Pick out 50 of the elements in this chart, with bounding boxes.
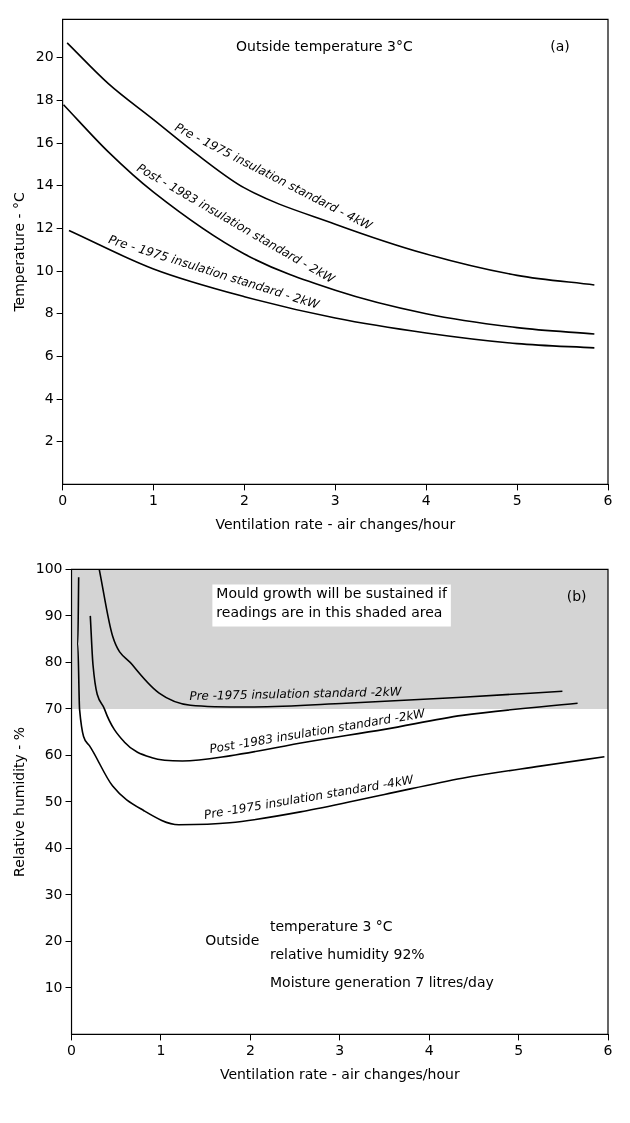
x-tick-label: 2	[239, 492, 249, 509]
y-tick-label: 18	[35, 91, 54, 108]
y-tick-label: 10	[35, 261, 54, 278]
x-tick-label: 0	[58, 492, 68, 509]
y-tick-label: 6	[44, 347, 54, 364]
y-tick-label: 70	[44, 699, 63, 716]
y-tick-label: 90	[44, 606, 63, 623]
x-tick-label: 2	[245, 1042, 255, 1059]
y-axis-title: Relative humidity - %	[11, 726, 28, 877]
x-tick-label: 4	[424, 1042, 434, 1059]
x-tick-label: 5	[514, 1042, 524, 1059]
text: Post -1983 insulation standard -2kW	[208, 706, 428, 757]
y-tick-label: 100	[35, 560, 63, 577]
x-tick-label: 6	[603, 1042, 613, 1059]
y-tick-label: 80	[44, 653, 63, 670]
y-tick-label: 60	[44, 746, 63, 763]
y-tick-label: 16	[35, 133, 54, 150]
y-tick-label: 50	[44, 792, 63, 809]
y-tick-label: 40	[44, 839, 63, 856]
y-tick-label: 20	[44, 932, 63, 949]
y-tick-label: 12	[35, 219, 54, 236]
text: Pre -1975 insulation standard -4kW	[202, 772, 416, 822]
line-series	[76, 576, 606, 826]
annotation: Outside temperature 3°C	[236, 37, 413, 54]
x-tick-label: 5	[512, 492, 522, 509]
x-axis-title: Ventilation rate - air changes/hour	[215, 516, 456, 533]
annotation: (b)	[566, 587, 587, 604]
x-tick-label: 3	[330, 492, 340, 509]
x-tick-label: 3	[335, 1042, 345, 1059]
y-tick-label: 30	[44, 885, 63, 902]
y-tick-label: 14	[35, 176, 54, 193]
x-tick-label: 1	[149, 492, 158, 509]
annotation: temperature 3 °C	[270, 918, 393, 935]
series-label: Pre -1975 insulation standard -2kW	[189, 684, 403, 703]
x-tick-label: 0	[67, 1042, 76, 1059]
y-tick-label: 10	[44, 978, 63, 995]
annotation: (a)	[550, 37, 570, 54]
annotation: relative humidity 92%	[270, 945, 425, 962]
y-tick-label: 2	[44, 432, 54, 449]
annotation: Outside	[205, 932, 260, 949]
y-tick-label: 4	[44, 389, 54, 406]
x-tick-label: 6	[603, 492, 613, 509]
x-axis-title: Ventilation rate - air changes/hour	[219, 1066, 460, 1083]
y-tick-label: 8	[44, 304, 54, 321]
x-tick-label: 1	[156, 1042, 166, 1059]
y-axis-title: Temperature - °C	[11, 191, 28, 313]
x-tick-label: 4	[421, 492, 431, 509]
annotation: Moisture generation 7 litres/day	[270, 973, 494, 990]
band-label: Mould growth will be sustained if readings are in this shaded area	[216, 585, 448, 621]
y-tick-label: 20	[35, 48, 54, 65]
